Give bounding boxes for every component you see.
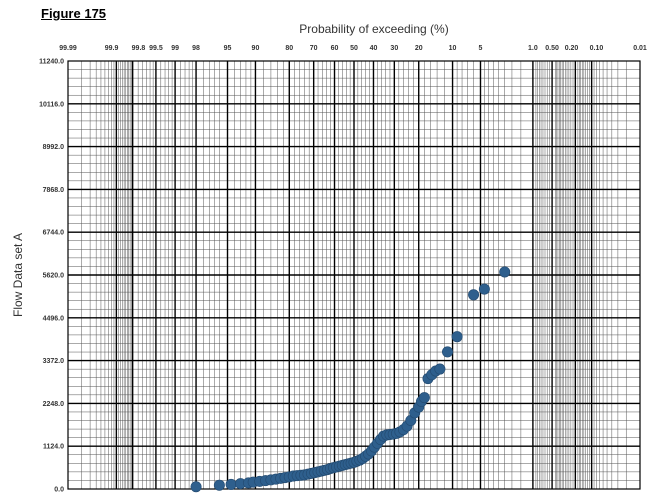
y-tick-label: 1124.0 [43,444,64,451]
data-point [442,347,452,357]
x-tick-label: 0.50 [545,45,559,52]
x-tick-label: 60 [331,45,339,52]
y-tick-label: 3372.0 [43,358,65,365]
y-tick-label: 0.0 [54,487,64,494]
x-tick-label: 40 [370,45,378,52]
x-tick-label: 98 [192,45,200,52]
x-tick-label: 0.20 [565,45,579,52]
x-tick-label: 70 [310,45,318,52]
x-tick-label: 50 [350,45,358,52]
x-tick-label: 10 [449,45,457,52]
y-tick-labels: 0.0 1124.0 2248.0 3372.0 4496.0 5620.0 6744.0 7… [39,59,64,494]
x-tick-label: 80 [285,45,293,52]
y-tick-label: 8992.0 [43,144,65,151]
y-tick-label: 11240.0 [39,59,64,66]
x-tick-label: 99 [171,45,179,52]
data-point [452,331,462,341]
data-point [191,482,201,492]
data-point [500,267,510,277]
x-tick-label: 99.9 [105,45,119,52]
y-tick-label: 5620.0 [43,273,65,280]
x-tick-label: 99.8 [132,45,146,52]
x-tick-label: 20 [415,45,423,52]
y-tick-label: 4496.0 [43,315,65,322]
y-axis-title: Flow Data set A [11,233,25,317]
y-tick-label: 2248.0 [43,401,65,408]
major-gridlines [68,61,640,489]
data-point [479,284,489,294]
x-tick-label: 99.99 [59,45,77,52]
x-tick-label: 99.5 [149,45,163,52]
data-point [468,290,478,300]
x-tick-label: 0.10 [590,45,604,52]
x-tick-label: 30 [390,45,398,52]
x-tick-label: 90 [252,45,260,52]
x-tick-label: 5 [479,45,483,52]
data-point [419,392,429,402]
x-tick-label: 95 [224,45,232,52]
x-tick-labels: 99.99 99.9 99.8 99.5 99 98 95 90 80 70 60 50 40 30 20 1… [59,45,647,52]
x-tick-label: 0.01 [633,45,647,52]
data-point [226,479,236,489]
y-tick-label: 6744.0 [43,230,65,237]
x-tick-label: 1.0 [528,45,538,52]
data-point [214,480,224,490]
x-axis-title: Probability of exceeding (%) [299,22,448,36]
y-tick-label: 7868.0 [43,187,65,194]
data-point [435,364,445,374]
y-tick-label: 10116.0 [39,101,64,108]
